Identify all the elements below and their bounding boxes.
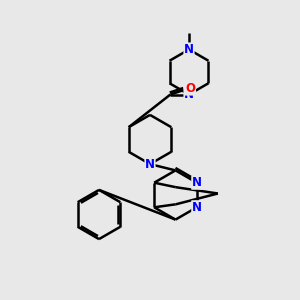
Text: O: O — [185, 82, 196, 95]
Text: N: N — [184, 43, 194, 56]
Text: N: N — [145, 158, 155, 171]
Text: N: N — [192, 176, 202, 189]
Text: N: N — [192, 201, 202, 214]
Text: N: N — [184, 88, 194, 101]
